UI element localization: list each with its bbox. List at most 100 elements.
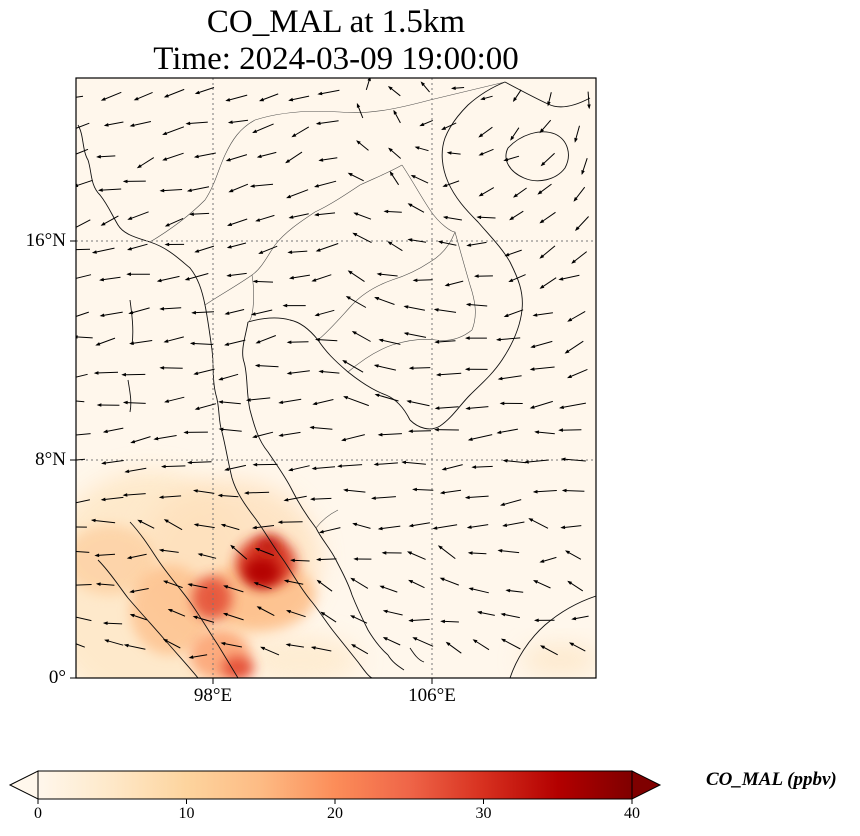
lat-label-8n: 8°N: [35, 449, 66, 470]
wind-arrow-shaft: [102, 91, 122, 101]
wind-arrow-head: [260, 646, 266, 651]
wind-arrow-head: [560, 457, 566, 462]
wind-arrow-head: [315, 337, 320, 342]
wind-arrow-shaft: [224, 613, 244, 621]
wind-arrow-shaft: [225, 339, 246, 346]
wind-arrow-head: [439, 577, 445, 582]
wind-arrow-head: [158, 548, 164, 553]
wind-arrow-head: [130, 439, 136, 444]
wind-arrow-head: [285, 159, 290, 164]
wind-arrow-head: [218, 427, 224, 432]
wind-arrow-shaft: [219, 401, 241, 405]
wind-arrow-head: [253, 582, 259, 586]
wind-arrow-head: [532, 489, 538, 494]
wind-arrow-shaft: [279, 431, 301, 437]
wind-arrow-head: [188, 655, 194, 659]
wind-arrow-head: [439, 490, 445, 495]
wind-arrow-shaft: [561, 525, 582, 529]
wind-arrow-head: [197, 553, 203, 557]
wind-arrow-head: [347, 270, 353, 275]
wind-arrow-head: [444, 282, 450, 287]
wind-arrow-head: [419, 122, 425, 127]
wind-arrow-head: [465, 406, 471, 410]
wind-arrow-head: [559, 405, 564, 409]
wind-arrow-shaft: [409, 618, 430, 622]
wind-arrow-head: [312, 401, 318, 406]
wind-arrow-head: [467, 551, 473, 555]
wind-arrow-head: [560, 525, 566, 530]
wind-arrow-shaft: [433, 524, 458, 529]
colorbar: [8, 770, 662, 804]
wind-arrow-shaft: [92, 519, 116, 524]
wind-arrow-shaft: [534, 490, 557, 493]
wind-arrow-head: [277, 520, 283, 524]
wind-arrow-head: [575, 226, 580, 231]
wind-arrow-head: [183, 430, 189, 435]
wind-arrow-head: [539, 559, 545, 563]
wind-arrow-shaft: [405, 332, 427, 338]
wind-arrow-head: [446, 151, 452, 155]
wind-arrow-head: [445, 641, 451, 646]
wind-arrow-head: [351, 331, 357, 335]
wind-arrow-head: [185, 121, 191, 126]
wind-arrow-head: [311, 466, 317, 471]
wind-arrow-head: [218, 400, 223, 404]
wind-arrow-shaft: [379, 433, 402, 436]
wind-arrow-head: [502, 523, 508, 527]
wind-arrow-head: [162, 131, 168, 135]
wind-arrow-shaft: [529, 518, 549, 529]
wind-arrow-shaft: [100, 276, 121, 281]
wind-arrow-shaft: [290, 274, 310, 279]
wind-arrow-head: [93, 371, 99, 375]
wind-arrow-shaft: [378, 273, 398, 277]
wind-arrow-head: [347, 172, 353, 177]
wind-arrow-head: [220, 642, 226, 646]
wind-arrow-head: [529, 367, 535, 371]
wind-arrow-head: [420, 81, 425, 87]
wind-arrow-shaft: [188, 461, 212, 464]
wind-arrow-shaft: [344, 489, 366, 493]
wind-arrow-shaft: [76, 616, 92, 622]
wind-arrow-shaft: [410, 522, 430, 527]
wind-arrow-shaft: [225, 464, 247, 471]
wind-arrow-head: [311, 278, 317, 282]
wind-arrow-shaft: [76, 433, 91, 436]
colorbar-extend-high: [631, 770, 662, 800]
wind-arrow-shaft: [102, 460, 124, 464]
wind-arrow-head: [504, 252, 510, 257]
wind-arrow-head: [350, 577, 356, 582]
wind-arrow-head: [310, 646, 316, 650]
wind-arrow-head: [412, 278, 418, 283]
wind-arrow-shaft: [228, 218, 248, 226]
wind-arrow-head: [163, 339, 169, 343]
wind-arrow-shaft: [525, 459, 549, 463]
lon-label-106e: 106°E: [408, 685, 456, 706]
wind-arrow-head: [68, 376, 73, 380]
wind-arrow-head: [254, 548, 260, 552]
wind-arrow-shaft: [311, 497, 332, 500]
lon-label-98e: 98°E: [193, 685, 233, 706]
wind-arrow-shaft: [497, 337, 521, 341]
wind-arrow-head: [393, 109, 398, 115]
wind-arrow-shaft: [124, 493, 146, 496]
wind-arrow-head: [189, 341, 195, 346]
wind-arrow-head: [442, 183, 448, 187]
wind-arrow-shaft: [76, 248, 91, 251]
wind-arrow-head: [286, 194, 292, 199]
wind-arrow-shaft: [76, 148, 89, 155]
wind-arrow-head: [408, 618, 414, 623]
wind-arrow-head: [441, 467, 447, 471]
wind-arrow-head: [66, 434, 71, 438]
wind-arrow-shaft: [352, 331, 371, 342]
wind-arrow-head: [537, 190, 543, 195]
wind-arrow-head: [381, 551, 387, 555]
wind-arrow-shaft: [195, 403, 217, 410]
wind-arrow-head: [547, 101, 551, 107]
wind-arrow-head: [225, 98, 231, 102]
colorbar-tick-40: 40: [624, 805, 640, 822]
wind-arrow-shaft: [375, 364, 397, 371]
wind-arrow-head: [497, 376, 503, 381]
wind-arrow-head: [534, 430, 540, 434]
wind-arrow-head: [407, 238, 413, 242]
wind-arrow-shaft: [313, 399, 334, 405]
